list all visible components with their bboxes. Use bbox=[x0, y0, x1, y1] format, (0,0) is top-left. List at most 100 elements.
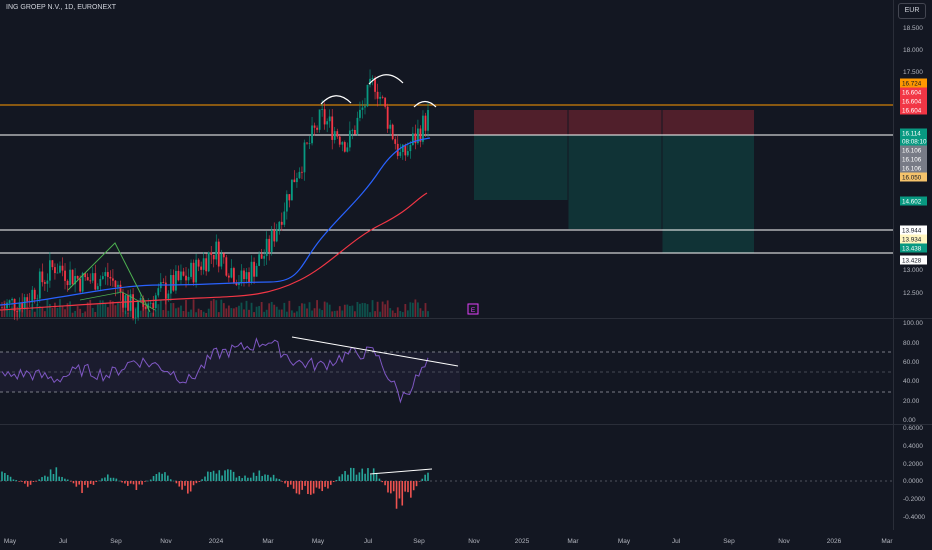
candle-body bbox=[427, 110, 429, 131]
volume-bar bbox=[230, 308, 233, 317]
price-tick-label: 13.000 bbox=[903, 267, 923, 274]
histogram-bar bbox=[249, 477, 252, 481]
volume-bar bbox=[51, 307, 54, 317]
volume-bar bbox=[16, 310, 19, 317]
volume-bar bbox=[233, 308, 235, 317]
volume-bar bbox=[270, 301, 273, 317]
volume-bar bbox=[147, 311, 150, 317]
histogram-bar bbox=[158, 472, 161, 481]
candle-body bbox=[275, 229, 278, 242]
volume-bar bbox=[253, 312, 255, 317]
histogram-bar bbox=[115, 478, 118, 481]
volume-bar bbox=[411, 302, 414, 317]
volume-bar bbox=[144, 302, 147, 317]
histogram-bar bbox=[41, 477, 43, 481]
histogram-bar bbox=[172, 480, 175, 482]
volume-bar bbox=[280, 309, 283, 317]
volume-bar bbox=[248, 309, 250, 317]
price-tag-label: 16.604 bbox=[902, 89, 922, 96]
candle-body bbox=[359, 109, 361, 118]
histogram-bar bbox=[209, 472, 212, 481]
price-tag bbox=[900, 154, 927, 164]
volume-bar bbox=[28, 309, 31, 317]
volume-bar bbox=[157, 304, 160, 317]
volume-bar bbox=[333, 310, 336, 317]
volume-bar bbox=[353, 311, 356, 317]
histogram-bar bbox=[84, 481, 86, 485]
histogram-bar bbox=[235, 477, 238, 481]
right-shoulder-arc bbox=[413, 100, 437, 108]
histogram-bar bbox=[355, 474, 358, 481]
candle-body bbox=[41, 271, 44, 283]
candle-body bbox=[313, 125, 316, 128]
rsi-tick-label: 40.00 bbox=[903, 378, 920, 385]
earnings-event-badge[interactable] bbox=[467, 303, 479, 315]
volume-bar bbox=[104, 303, 107, 317]
volume-bar bbox=[185, 300, 187, 317]
volume-bar bbox=[69, 301, 71, 317]
volume-bar bbox=[278, 309, 281, 317]
volume-bar bbox=[46, 299, 49, 317]
candle-body bbox=[328, 116, 331, 122]
histogram-bar bbox=[184, 481, 186, 486]
candle-body bbox=[182, 271, 185, 276]
volume-bar bbox=[164, 299, 167, 317]
candle-body bbox=[46, 280, 49, 284]
time-tick-label: May bbox=[618, 538, 631, 545]
time-tick-label: Mar bbox=[881, 538, 893, 545]
candle-body bbox=[1, 307, 3, 309]
rsi-tick-label: 100.00 bbox=[903, 320, 923, 327]
currency-button[interactable]: EUR bbox=[898, 3, 926, 19]
candle-body bbox=[298, 171, 301, 179]
histogram-bar bbox=[86, 481, 89, 488]
histogram-bar bbox=[212, 470, 215, 481]
histogram-bar bbox=[224, 470, 226, 481]
histogram-bar bbox=[384, 481, 386, 486]
candle-body bbox=[316, 127, 318, 130]
candle-body bbox=[369, 78, 371, 85]
candle-body bbox=[129, 294, 132, 311]
candle-body bbox=[117, 284, 119, 287]
candle-body bbox=[101, 276, 104, 279]
histogram-bar bbox=[81, 481, 83, 493]
price-tag bbox=[900, 225, 927, 235]
candle-body bbox=[51, 260, 54, 268]
osc-tick-label: 0.0000 bbox=[903, 478, 923, 485]
histogram-bar bbox=[401, 481, 404, 506]
histogram-bar bbox=[278, 479, 281, 481]
histogram-bar bbox=[155, 473, 158, 481]
histogram-bar bbox=[327, 481, 329, 489]
candle-body bbox=[227, 275, 230, 278]
candle-body bbox=[260, 254, 263, 259]
candle-body bbox=[321, 109, 324, 110]
histogram-bar bbox=[329, 481, 332, 485]
volume-bar bbox=[200, 309, 203, 317]
candle-body bbox=[333, 131, 336, 140]
histogram-bar bbox=[72, 481, 75, 484]
histogram-bar bbox=[169, 479, 172, 481]
candle-body bbox=[353, 130, 356, 135]
candle-body bbox=[245, 272, 248, 280]
volume-bar bbox=[23, 302, 26, 317]
candle-body bbox=[91, 273, 94, 281]
volume-bar bbox=[260, 301, 263, 317]
candle-body bbox=[122, 292, 124, 308]
candle-body bbox=[139, 297, 142, 302]
osc-tick-label: 0.4000 bbox=[903, 443, 923, 450]
volume-bar bbox=[318, 308, 321, 317]
candle-body bbox=[346, 147, 349, 152]
candle-body bbox=[255, 265, 258, 277]
candle-body bbox=[278, 221, 281, 230]
volume-bar bbox=[71, 312, 74, 317]
histogram-bar bbox=[149, 479, 152, 481]
candle-body bbox=[8, 300, 11, 304]
histogram-bar bbox=[261, 475, 263, 481]
candle-body bbox=[386, 106, 389, 129]
histogram-bar bbox=[104, 477, 106, 481]
candle-body bbox=[308, 143, 311, 145]
histogram-bar bbox=[427, 472, 429, 481]
head-arc bbox=[368, 74, 404, 85]
histogram-bar bbox=[21, 481, 23, 482]
volume-bar bbox=[76, 306, 79, 317]
